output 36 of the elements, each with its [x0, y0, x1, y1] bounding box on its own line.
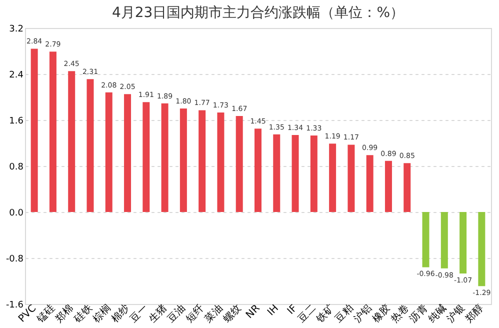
bar	[273, 134, 280, 212]
y-tick-label: 0.8	[9, 162, 24, 172]
bar	[292, 134, 299, 212]
y-tick-label: -0.8	[6, 254, 24, 264]
bar	[142, 102, 150, 212]
bar	[68, 71, 76, 212]
bar	[198, 110, 206, 212]
bar	[384, 160, 392, 212]
bar	[254, 128, 262, 212]
bar	[124, 94, 132, 212]
y-tick-label: 1.6	[9, 116, 24, 126]
bar	[310, 136, 318, 212]
bar	[422, 212, 430, 268]
x-tick-label: 郑醇	[463, 302, 486, 325]
bar	[440, 212, 448, 268]
bar	[404, 163, 411, 212]
bar	[180, 108, 187, 212]
bar	[86, 79, 94, 212]
bar	[161, 103, 168, 212]
y-tick-label: 3.2	[9, 24, 24, 34]
bar	[348, 144, 355, 212]
x-tick-label: IH	[266, 302, 281, 318]
x-tick-label: 豆一	[128, 302, 150, 325]
x-tick-label: NR	[244, 302, 262, 321]
y-tick-label: 2.4	[9, 70, 24, 80]
bar	[217, 112, 224, 212]
chart-title: 4月23日国内期市主力合约涨跌幅（单位：%）	[112, 5, 404, 21]
bar	[49, 52, 56, 212]
bar	[236, 116, 243, 212]
y-tick-label: 0.0	[9, 208, 24, 218]
bar	[366, 155, 374, 212]
bar	[105, 92, 112, 212]
bar	[329, 144, 336, 212]
bar	[478, 212, 486, 286]
bar	[460, 212, 467, 274]
bar	[30, 48, 38, 212]
